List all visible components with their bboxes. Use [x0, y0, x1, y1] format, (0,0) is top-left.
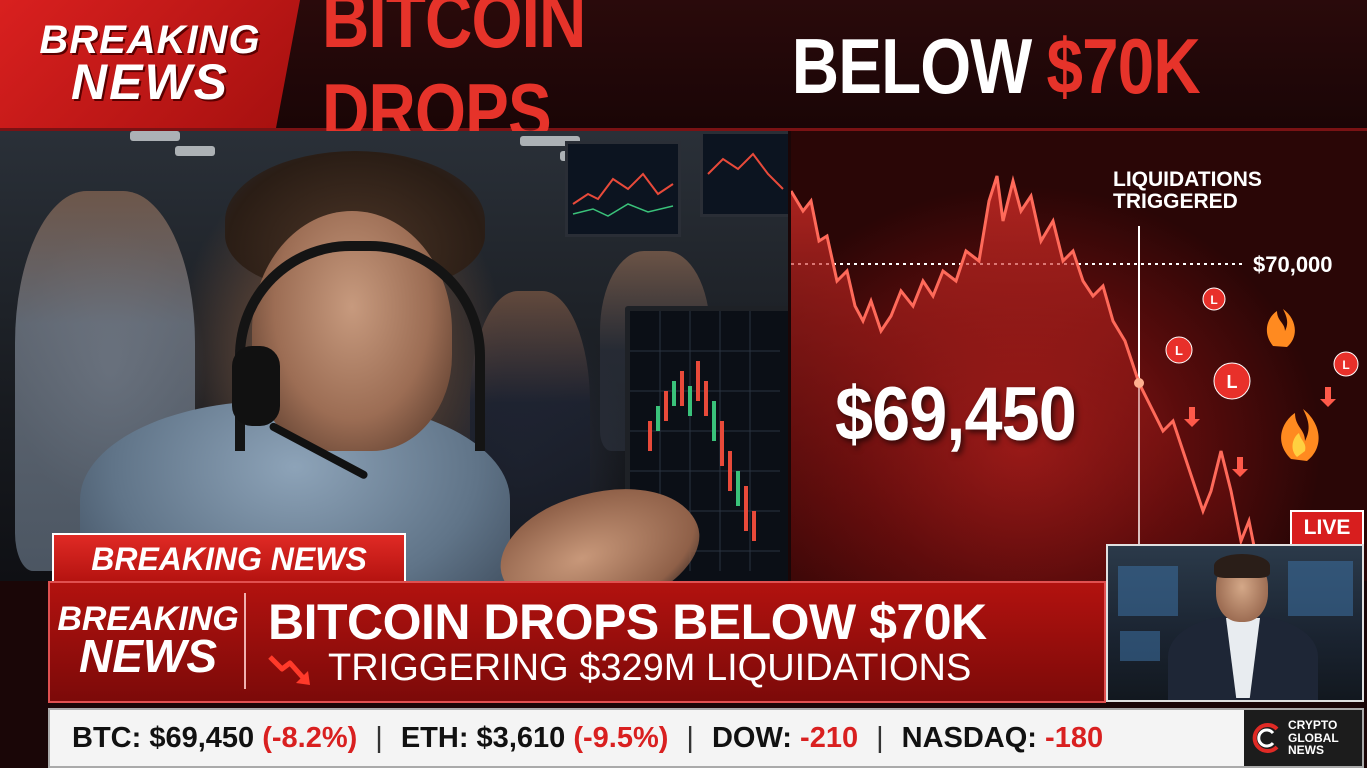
crypto-global-news-logo: CRYPTO GLOBAL NEWS: [1244, 710, 1362, 766]
svg-text:L: L: [1175, 343, 1183, 358]
price-chart-panel: L L L L LIQUIDATIONS TRIGGERED $70,: [791, 131, 1367, 581]
lower-third-badge: BREAKING NEWS: [57, 591, 239, 691]
trading-floor-photo: [0, 131, 788, 581]
lower-third-headline: BITCOIN DROPS BELOW $70K: [268, 594, 987, 650]
svg-text:L: L: [1342, 358, 1349, 372]
price-drop-chart: L L L L: [791, 175, 1359, 581]
ceiling-light: [520, 136, 580, 146]
headline-part3: $70K: [1046, 21, 1201, 110]
badge-line2: NEWS: [71, 54, 229, 111]
ceiling-light: [175, 146, 215, 156]
price-level-label: $70,000: [1253, 252, 1333, 277]
ticker-nasdaq-label: NASDAQ:: [901, 721, 1037, 754]
logo-line3: NEWS: [1288, 743, 1324, 758]
live-badge: LIVE: [1290, 510, 1364, 546]
breaking-news-badge: BREAKING NEWS: [0, 0, 300, 128]
ticker-eth-change: (-9.5%): [573, 721, 669, 754]
liquidation-coin-icon: L: [1213, 362, 1251, 400]
lt-badge-line1: BREAKING: [57, 600, 239, 638]
ceiling-light: [130, 131, 180, 141]
ticker-items: BTC: $69,450 (-8.2%) | ETH: $3,610 (-9.5…: [50, 722, 1103, 755]
background-monitor: [700, 131, 788, 217]
studio-screen: [1120, 631, 1160, 661]
liquidations-annotation: LIQUIDATIONS TRIGGERED: [1113, 168, 1262, 214]
logo-c-icon: [1252, 723, 1279, 753]
liquidation-coin-icon: L: [1165, 336, 1193, 364]
liquidation-coin-icon: L: [1202, 287, 1226, 311]
ticker-separator: |: [686, 721, 694, 754]
svg-text:L: L: [1227, 372, 1238, 392]
liquidation-coin-icon: L: [1333, 351, 1359, 377]
ticker-dow-label: DOW:: [711, 721, 792, 754]
logo-line1: CRYPTO: [1288, 718, 1338, 733]
breaking-news-tab: BREAKING NEWS: [52, 533, 406, 585]
ticker-separator: |: [876, 721, 884, 754]
logo-text: CRYPTO GLOBAL NEWS: [1288, 719, 1339, 757]
fire-icon: [1266, 309, 1295, 347]
candlestick-chart-graphic: [630, 311, 780, 571]
background-monitor: [565, 141, 681, 237]
lower-third-subline: TRIGGERING $329M LIQUIDATIONS: [328, 647, 972, 689]
ticker-eth-label: ETH: $3,610: [400, 721, 566, 754]
header-bar: BREAKING NEWS BITCOIN DROPS BELOW $70K: [0, 0, 1367, 155]
lower-third-banner: BREAKING NEWS BITCOIN DROPS BELOW $70K T…: [48, 581, 1106, 703]
lt-badge-line2: NEWS: [79, 630, 217, 683]
crossover-point: [1134, 378, 1144, 388]
ticker-separator: |: [375, 721, 383, 754]
market-ticker: BTC: $69,450 (-8.2%) | ETH: $3,610 (-9.5…: [48, 708, 1364, 768]
headset-earcup: [232, 346, 280, 426]
ticker-nasdaq-change: -180: [1045, 721, 1104, 754]
svg-text:L: L: [1210, 293, 1217, 307]
ticker-btc-label: BTC: $69,450: [72, 721, 255, 754]
anchor-hair: [1214, 554, 1270, 578]
current-price: $69,450: [835, 372, 1077, 457]
annotation-line2: TRIGGERED: [1113, 190, 1238, 214]
monitor-chart-graphic: [572, 172, 674, 217]
annotation-line1: LIQUIDATIONS: [1113, 168, 1262, 191]
price-area: [791, 176, 1267, 581]
trend-down-icon: [268, 655, 310, 685]
headset-icon: [235, 241, 485, 451]
live-anchor-feed: [1106, 544, 1364, 702]
headline: BITCOIN DROPS BELOW $70K: [322, 0, 1201, 155]
down-arrow-icon: [1184, 387, 1336, 477]
fire-icon: [1281, 409, 1319, 461]
studio-screen: [1118, 566, 1178, 616]
ticker-dow-change: -210: [800, 721, 859, 754]
ticker-btc-change: (-8.2%): [262, 721, 358, 754]
price-line: [791, 175, 1269, 581]
monitor-chart-graphic: [707, 152, 784, 190]
divider: [244, 593, 246, 689]
badge-line1: BREAKING: [39, 18, 261, 63]
studio-screen: [1288, 561, 1353, 616]
logo-line2: GLOBAL: [1288, 730, 1339, 745]
headline-part2: BELOW: [791, 21, 1032, 110]
